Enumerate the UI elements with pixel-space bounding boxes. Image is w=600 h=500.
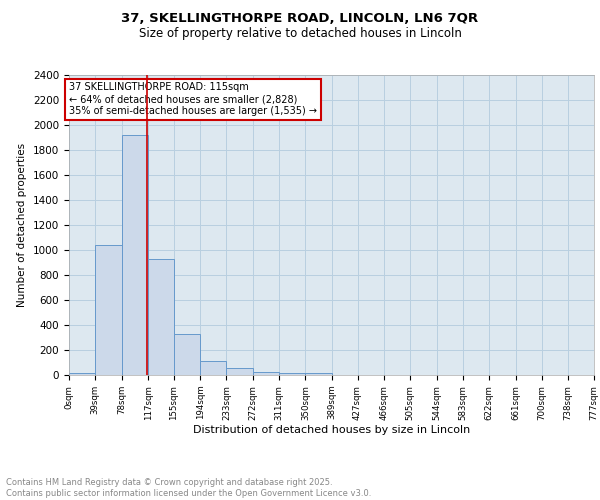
Text: Size of property relative to detached houses in Lincoln: Size of property relative to detached ho… [139,28,461,40]
Bar [200,361,226,375]
Bar [305,372,332,375]
Bar [279,372,305,375]
Bar [122,135,148,375]
Text: Contains HM Land Registry data © Crown copyright and database right 2025.
Contai: Contains HM Land Registry data © Crown c… [6,478,371,498]
Bar [226,368,253,375]
Bar [253,372,279,375]
Bar [148,259,174,375]
Text: 37 SKELLINGTHORPE ROAD: 115sqm
← 64% of detached houses are smaller (2,828)
35% : 37 SKELLINGTHORPE ROAD: 115sqm ← 64% of … [70,82,317,116]
Bar [95,245,122,375]
Text: 37, SKELLINGTHORPE ROAD, LINCOLN, LN6 7QR: 37, SKELLINGTHORPE ROAD, LINCOLN, LN6 7Q… [121,12,479,26]
Y-axis label: Number of detached properties: Number of detached properties [17,143,28,307]
X-axis label: Distribution of detached houses by size in Lincoln: Distribution of detached houses by size … [193,425,470,435]
Bar [69,372,95,375]
Bar [174,334,200,375]
